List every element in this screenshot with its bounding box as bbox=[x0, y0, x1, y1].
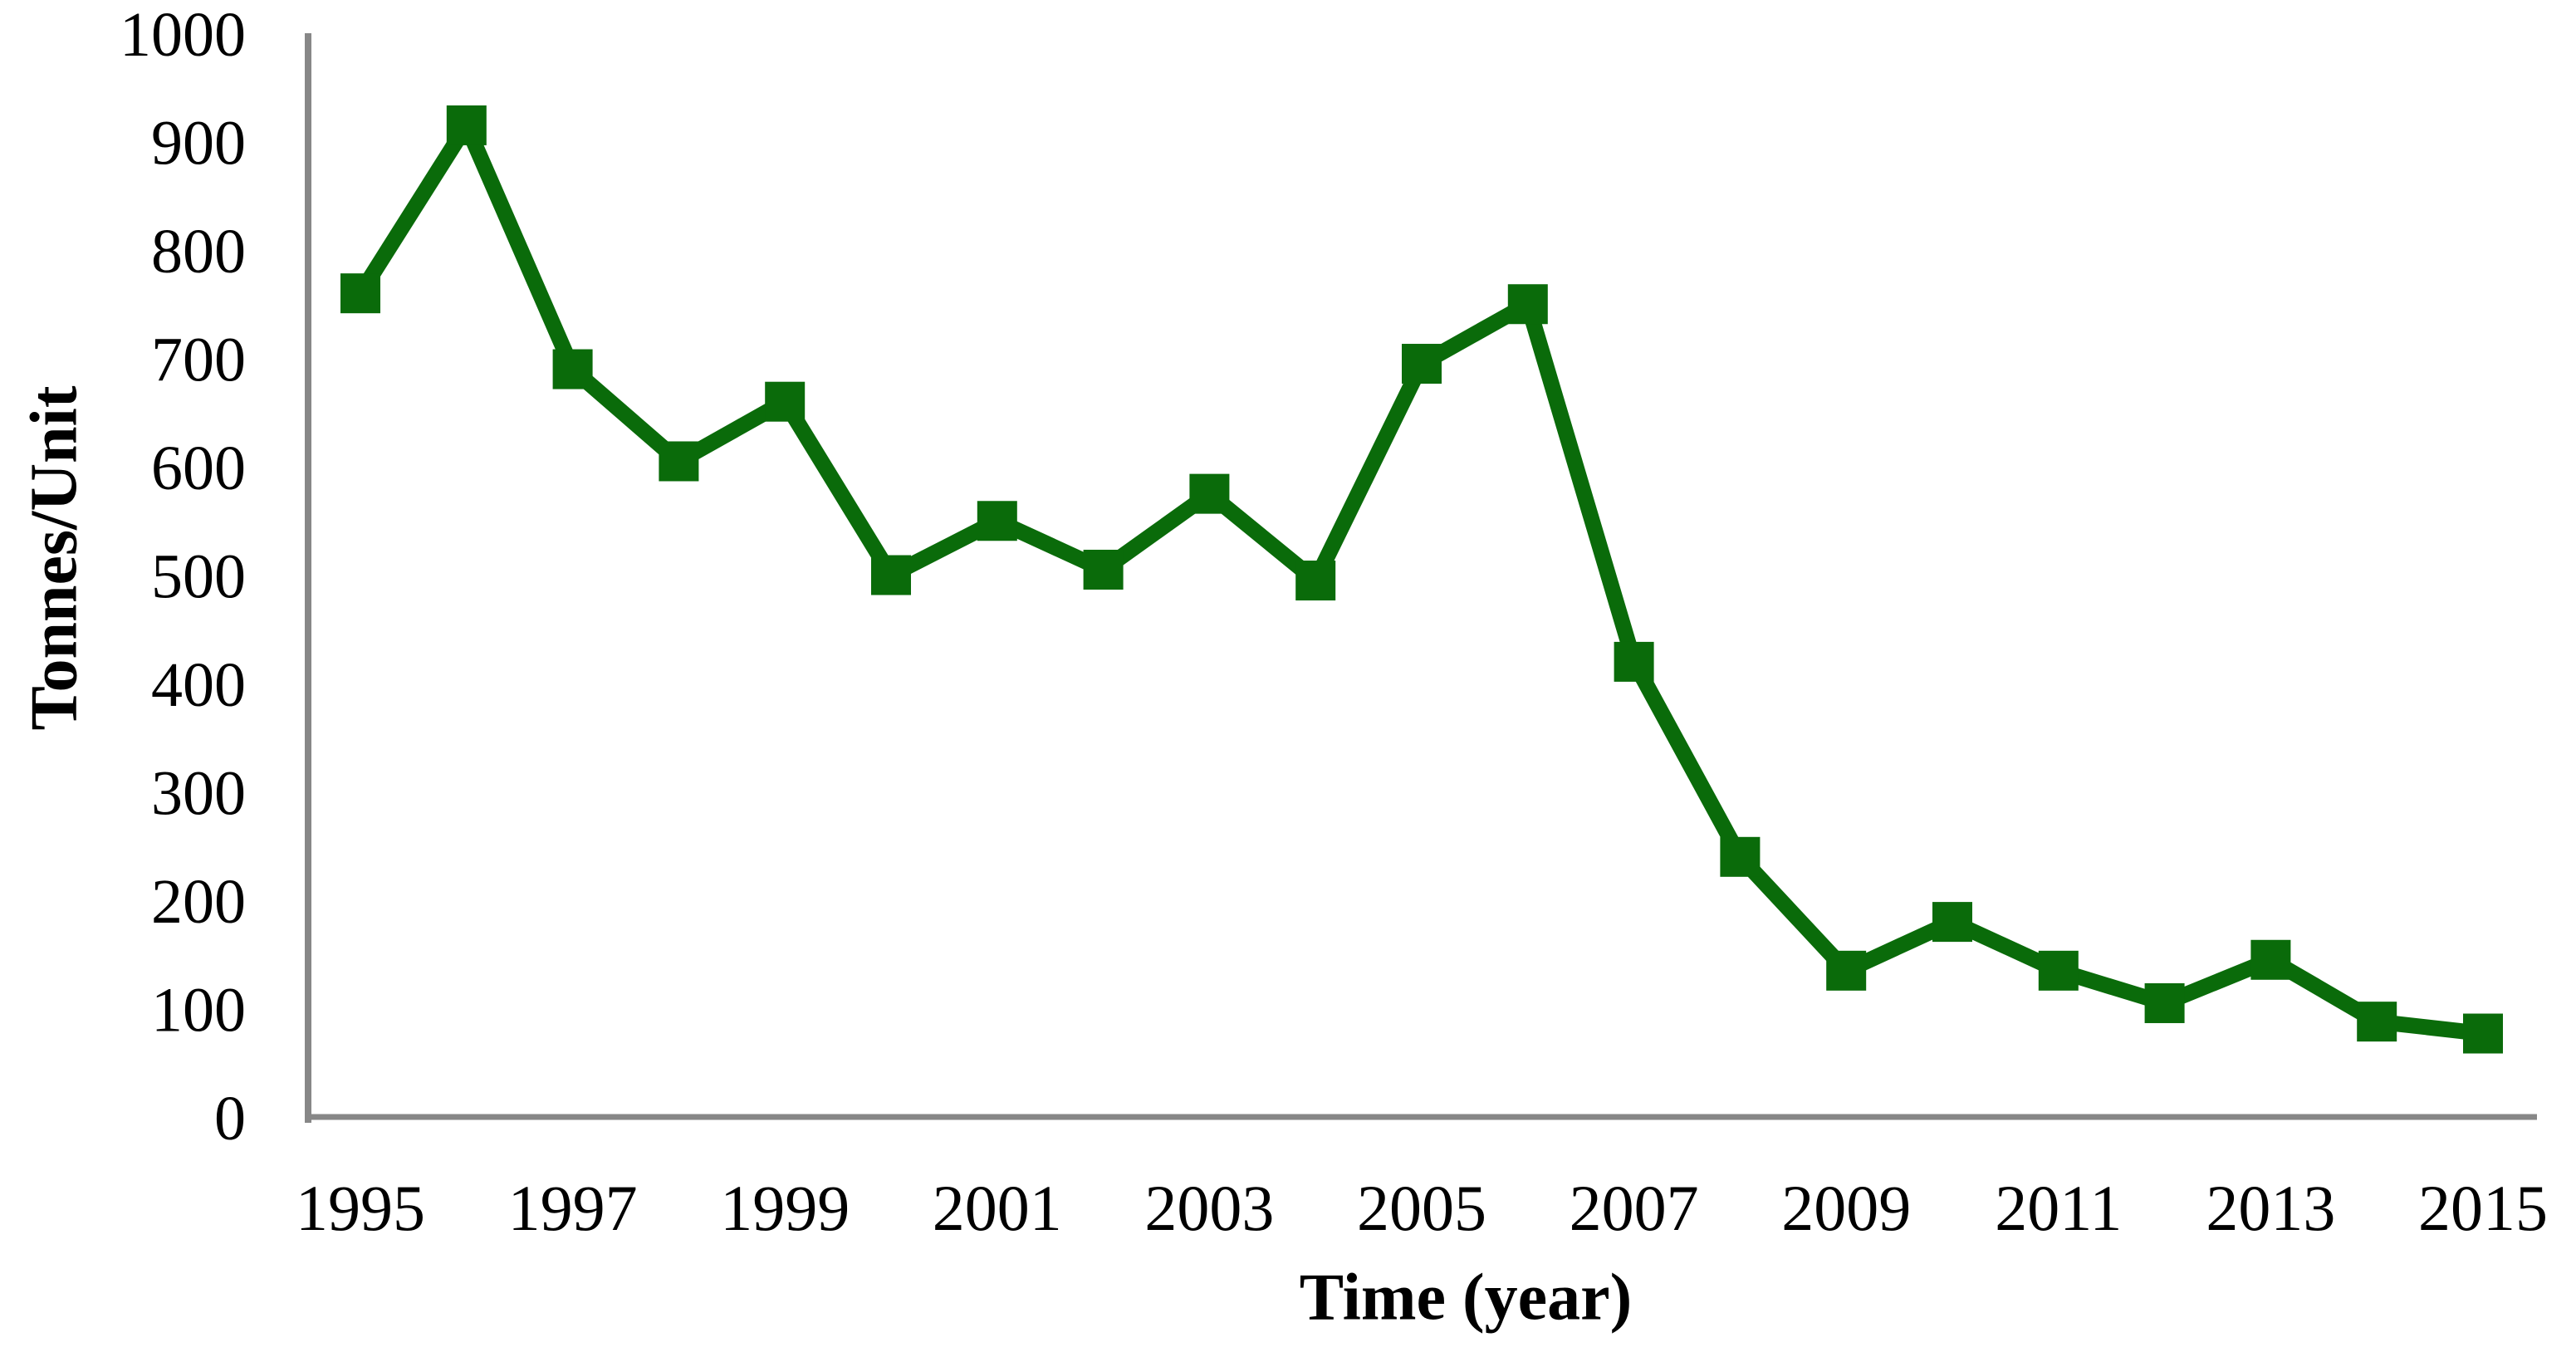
x-axis-tick-label: 2013 bbox=[2206, 1172, 2335, 1244]
x-axis-tick-label: 2015 bbox=[2418, 1172, 2548, 1244]
y-axis-tick-label: 800 bbox=[151, 217, 246, 287]
data-point-marker bbox=[1826, 950, 1867, 991]
data-point-marker bbox=[1189, 473, 1230, 514]
data-point-marker bbox=[552, 349, 593, 389]
x-axis-tick-label: 1997 bbox=[508, 1172, 638, 1244]
data-point-marker bbox=[765, 381, 806, 422]
data-point-marker bbox=[659, 441, 699, 482]
x-axis-tick-label: 2001 bbox=[933, 1172, 1062, 1244]
data-point-marker bbox=[977, 501, 1017, 541]
y-axis-tick-label: 1000 bbox=[120, 0, 246, 70]
y-axis-tick-label: 100 bbox=[151, 976, 246, 1046]
y-axis-tick-label: 600 bbox=[151, 434, 246, 503]
data-point-marker bbox=[1083, 549, 1124, 590]
y-axis-tick-label: 900 bbox=[151, 109, 246, 179]
x-axis-tick-label: 2003 bbox=[1144, 1172, 1274, 1244]
data-point-marker bbox=[1614, 641, 1654, 682]
data-point-marker bbox=[2250, 939, 2291, 980]
y-axis-line bbox=[305, 33, 311, 1123]
data-point-marker bbox=[2357, 1002, 2397, 1042]
data-line bbox=[353, 117, 2485, 1041]
y-axis-tick-label: 700 bbox=[151, 326, 246, 395]
y-axis-title: Tonnes/Unit bbox=[17, 385, 91, 731]
data-point-marker bbox=[1932, 902, 1972, 943]
data-point-marker bbox=[446, 105, 487, 145]
x-axis-tick-label: 1995 bbox=[296, 1172, 425, 1244]
y-axis-tick-label: 0 bbox=[214, 1084, 246, 1154]
x-axis-title: Time (year) bbox=[1299, 1261, 1633, 1335]
data-point-marker bbox=[2038, 950, 2079, 991]
y-axis-tick-label: 400 bbox=[151, 650, 246, 720]
x-axis-tick-label: 2007 bbox=[1570, 1172, 1699, 1244]
data-point-marker bbox=[2144, 982, 2185, 1023]
y-axis-tick-label: 500 bbox=[151, 542, 246, 612]
data-point-marker bbox=[1402, 344, 1442, 385]
data-point-marker bbox=[2463, 1013, 2503, 1054]
x-axis-tick-label: 2011 bbox=[1995, 1172, 2122, 1244]
y-axis-tick-label: 200 bbox=[151, 867, 246, 937]
data-point-marker bbox=[1295, 561, 1336, 601]
x-axis-tick-label: 2009 bbox=[1781, 1172, 1911, 1244]
data-point-marker bbox=[1507, 284, 1548, 325]
x-axis-tick-label: 1999 bbox=[720, 1172, 850, 1244]
x-axis-line bbox=[305, 1114, 2537, 1120]
y-axis-tick-label: 300 bbox=[151, 759, 246, 829]
data-point-marker bbox=[340, 273, 380, 314]
x-axis-tick-label: 2005 bbox=[1357, 1172, 1486, 1244]
data-point-marker bbox=[1720, 836, 1761, 877]
data-point-marker bbox=[871, 555, 911, 595]
